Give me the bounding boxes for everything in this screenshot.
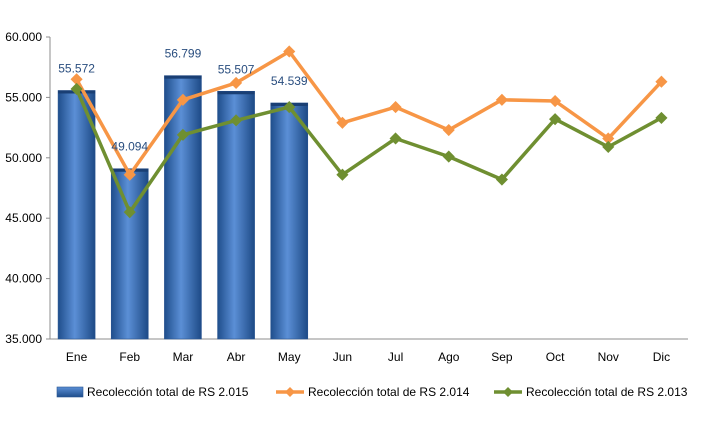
diamond-marker: [655, 75, 668, 88]
x-tick-label: Feb: [119, 350, 140, 364]
x-tick-label: Jun: [333, 350, 352, 364]
bar-data-label: 55.572: [58, 61, 95, 75]
y-tick-label: 45.000: [5, 211, 42, 225]
line-series: [70, 45, 668, 219]
legend-swatch-marker: [285, 387, 295, 397]
x-tick-label: Oct: [546, 350, 565, 364]
diamond-marker: [602, 140, 615, 153]
x-tick-label: May: [278, 350, 301, 364]
y-tick-label: 60.000: [5, 30, 42, 44]
series-line: [74, 88, 663, 214]
x-tick-label: Jul: [388, 350, 403, 364]
x-tick-label: Ago: [438, 350, 460, 364]
bar-data-label: 55.507: [218, 62, 255, 76]
diamond-marker: [549, 113, 562, 126]
diamond-marker: [442, 123, 455, 137]
bar: [57, 90, 96, 340]
x-tick-label: Dic: [653, 350, 670, 364]
bar: [217, 90, 255, 340]
diamond-marker: [283, 45, 296, 58]
diamond-marker: [549, 94, 562, 108]
legend-label: Recolección total de RS 2.014: [308, 385, 470, 399]
diamond-marker: [70, 82, 83, 96]
diamond-marker: [123, 168, 136, 181]
x-tick-label: Abr: [227, 350, 246, 364]
legend: Recolección total de RS 2.015 Recolección…: [56, 385, 688, 399]
bar-data-label: 54.539: [271, 74, 308, 88]
series-line: [75, 49, 663, 177]
y-tick-label: 40.000: [5, 272, 42, 286]
diamond-marker: [389, 132, 402, 145]
diamond-marker: [655, 111, 668, 125]
bar: [270, 102, 309, 340]
y-tick-label: 50.000: [5, 151, 42, 165]
data-labels: 55.572 49.094 56.799 55.507 54.539: [58, 47, 308, 154]
legend-swatch-marker: [503, 387, 513, 397]
legend-label: Recolección total de RS 2.015: [87, 385, 249, 399]
diamond-marker: [495, 173, 508, 186]
legend-swatch-bar: [56, 386, 84, 398]
diamond-marker: [123, 206, 136, 219]
diamond-marker: [336, 168, 349, 181]
diamond-marker: [176, 93, 189, 106]
diamond-marker: [389, 100, 402, 114]
x-tick-label: Nov: [598, 350, 619, 364]
bar-data-label: 56.799: [165, 47, 202, 61]
diamond-marker: [336, 116, 349, 129]
bar-top-edge: [164, 75, 202, 79]
x-tick-label: Ene: [66, 350, 88, 364]
x-tick-label: Sep: [491, 350, 513, 364]
diamond-marker: [230, 76, 243, 89]
bar-data-label: 49.094: [111, 140, 148, 154]
y-tick-label: 35.000: [5, 332, 42, 346]
diamond-marker: [442, 150, 455, 163]
bar-top-edge: [217, 91, 255, 95]
diamond-marker: [283, 100, 296, 114]
y-tick-label: 55.000: [5, 90, 42, 104]
x-tick-label: Mar: [173, 350, 194, 364]
legend-label: Recolección total de RS 2.013: [526, 385, 688, 399]
diamond-marker: [176, 128, 189, 141]
axes: 35.000 40.000 45.000 50.000 55.000 60.000 Ene F…: [5, 30, 688, 364]
diamond-marker: [230, 114, 243, 127]
diamond-marker: [495, 93, 508, 106]
